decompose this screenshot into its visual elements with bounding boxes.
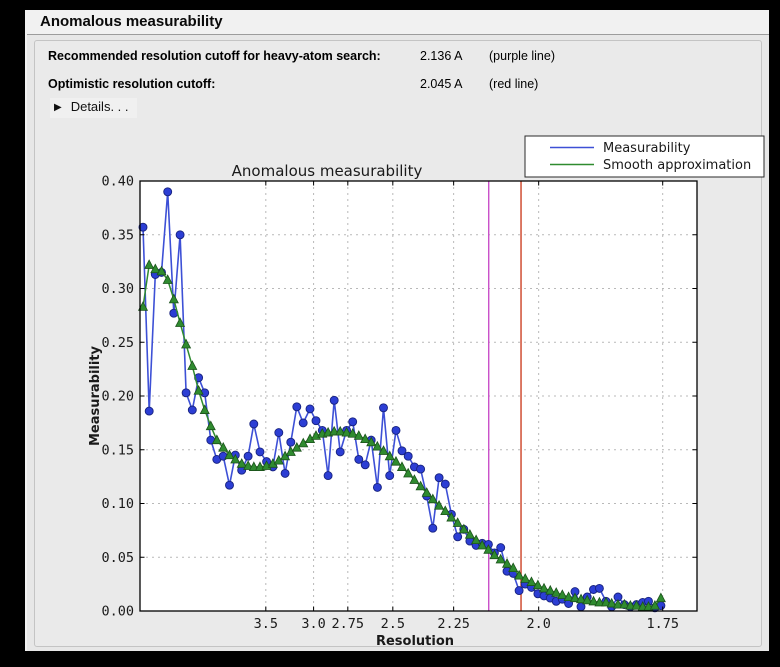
svg-text:0.15: 0.15 [101,442,134,458]
svg-text:2.5: 2.5 [381,616,405,632]
svg-text:0.00: 0.00 [101,604,134,620]
svg-text:2.75: 2.75 [332,616,365,632]
summary-row-optimistic: Optimistic resolution cutoff: 2.045 A (r… [35,77,761,93]
svg-text:0.05: 0.05 [101,550,134,566]
recommended-cutoff-label: Recommended resolution cutoff for heavy-… [48,49,381,63]
optimistic-cutoff-label: Optimistic resolution cutoff: [48,77,216,91]
legend-label-1: Smooth approximation [603,158,751,173]
section-header: Anomalous measurability [27,10,769,35]
svg-text:3.5: 3.5 [254,616,278,632]
svg-text:2.25: 2.25 [437,616,470,632]
svg-text:0.20: 0.20 [101,389,134,405]
svg-text:0.10: 0.10 [101,496,134,512]
y-axis-label: Measurability [88,345,103,446]
recommended-cutoff-note: (purple line) [489,49,556,63]
legend: Measurability Smooth approximation [524,135,765,178]
details-label: Details. . . [70,99,129,114]
axis-ticks [140,180,697,612]
optimistic-cutoff-value: 2.045 A [420,77,463,91]
chart-figure: 3.5 3.0 2.75 2.5 2.25 2.0 1.75 0.00 0.05 0.10 0.15… [27,125,771,651]
svg-text:2.0: 2.0 [527,616,551,632]
svg-text:0.35: 0.35 [101,227,134,243]
disclosure-triangle-icon: ▶ [54,102,62,113]
measurability-chart: 3.5 3.0 2.75 2.5 2.25 2.0 1.75 0.00 0.05 0.10 0.15… [88,135,765,649]
svg-text:1.75: 1.75 [646,616,679,632]
x-axis-label: Resolution [376,634,454,649]
svg-text:0.25: 0.25 [101,335,134,351]
series-measurability [138,187,666,613]
optimistic-cutoff-note: (red line) [489,77,539,91]
chart-title: Anomalous measurability [232,162,423,180]
svg-text:0.30: 0.30 [101,281,134,297]
page-title: Anomalous measurability [40,13,223,30]
app-panel: Anomalous measurability Recommended reso… [25,10,769,651]
svg-text:3.0: 3.0 [301,616,325,632]
plot-area [140,181,697,611]
details-toggle[interactable]: ▶ Details. . . [50,98,137,118]
legend-label-0: Measurability [603,141,691,156]
recommended-cutoff-value: 2.136 A [420,49,463,63]
y-tick-labels: 0.00 0.05 0.10 0.15 0.20 0.25 0.30 0.35 0.40 [101,174,134,620]
series-smooth-approximation [137,259,666,611]
svg-text:0.40: 0.40 [101,174,134,190]
x-tick-labels: 3.5 3.0 2.75 2.5 2.25 2.0 1.75 [254,616,679,632]
summary-row-recommended: Recommended resolution cutoff for heavy-… [35,49,761,65]
